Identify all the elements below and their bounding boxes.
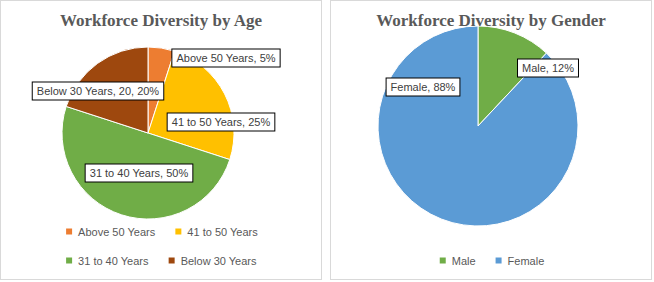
svg-text:Below 30 Years, 20, 20%: Below 30 Years, 20, 20%: [37, 85, 160, 97]
svg-text:Male: Male: [452, 255, 476, 267]
svg-text:Above 50 Years: Above 50 Years: [78, 226, 156, 238]
svg-text:31 to 40 Years, 50%: 31 to 40 Years, 50%: [90, 167, 189, 179]
svg-text:31 to 40 Years: 31 to 40 Years: [78, 255, 149, 267]
svg-text:Male, 12%: Male, 12%: [522, 62, 574, 74]
svg-text:Below 30 Years: Below 30 Years: [181, 255, 257, 267]
svg-text:Workforce Diversity by Age: Workforce Diversity by Age: [60, 11, 263, 30]
svg-text:Female: Female: [508, 255, 545, 267]
svg-text:Above 50 Years, 5%: Above 50 Years, 5%: [176, 52, 275, 64]
svg-text:41 to 50 Years: 41 to 50 Years: [187, 226, 258, 238]
svg-text:Female, 88%: Female, 88%: [391, 81, 456, 93]
svg-text:Workforce Diversity by Gender: Workforce Diversity by Gender: [376, 11, 606, 30]
svg-text:41 to 50 Years, 25%: 41 to 50 Years, 25%: [172, 116, 271, 128]
